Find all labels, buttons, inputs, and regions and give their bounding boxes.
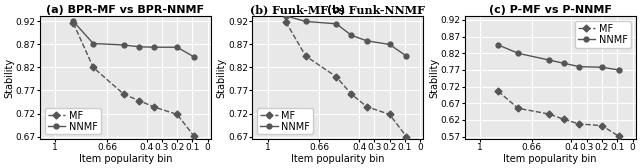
- Line: NNMF: NNMF: [496, 43, 621, 72]
- NNMF: [363, 40, 371, 42]
- Y-axis label: Stability: Stability: [216, 58, 227, 98]
- NNMF: [403, 55, 410, 57]
- MF: [70, 22, 77, 24]
- X-axis label: Item popularity bin: Item popularity bin: [291, 154, 385, 164]
- NNMF: [514, 52, 522, 54]
- NNMF: [90, 43, 97, 45]
- MF: [135, 100, 143, 102]
- MF: [173, 113, 181, 115]
- MF: [494, 90, 502, 92]
- MF: [545, 113, 552, 115]
- NNMF: [332, 23, 340, 25]
- NNMF: [120, 44, 127, 46]
- Legend: MF, NNMF: MF, NNMF: [575, 21, 630, 48]
- NNMF: [545, 59, 552, 61]
- NNMF: [615, 69, 623, 71]
- NNMF: [135, 46, 143, 48]
- NNMF: [282, 15, 290, 17]
- Line: MF: MF: [284, 19, 409, 139]
- MF: [615, 135, 623, 137]
- MF: [302, 55, 310, 57]
- Line: MF: MF: [71, 21, 196, 138]
- NNMF: [302, 20, 310, 23]
- Line: NNMF: NNMF: [284, 13, 409, 58]
- X-axis label: Item popularity bin: Item popularity bin: [79, 154, 172, 164]
- NNMF: [173, 46, 181, 48]
- Title: (c) P-MF vs P-NNMF: (c) P-MF vs P-NNMF: [489, 5, 612, 15]
- Title: (b) Funk-MF vs Funk-NNMF: (b) Funk-MF vs Funk-NNMF: [250, 4, 425, 15]
- X-axis label: Item popularity bin: Item popularity bin: [504, 154, 597, 164]
- NNMF: [190, 56, 198, 58]
- MF: [560, 118, 568, 120]
- Legend: MF, NNMF: MF, NNMF: [45, 108, 101, 134]
- MF: [575, 123, 583, 125]
- MF: [282, 21, 290, 23]
- NNMF: [348, 34, 355, 36]
- NNMF: [560, 62, 568, 64]
- MF: [120, 93, 127, 95]
- MF: [514, 107, 522, 109]
- Title: (a) BPR-MF vs BPR-NNMF: (a) BPR-MF vs BPR-NNMF: [46, 5, 204, 15]
- Y-axis label: Stability: Stability: [4, 58, 14, 98]
- MF: [403, 136, 410, 138]
- MF: [90, 67, 97, 69]
- Text: (b): (b): [326, 5, 349, 15]
- MF: [363, 106, 371, 108]
- Y-axis label: Stability: Stability: [429, 58, 439, 98]
- Line: MF: MF: [496, 89, 621, 139]
- NNMF: [494, 44, 502, 46]
- NNMF: [598, 66, 606, 68]
- NNMF: [386, 44, 394, 46]
- MF: [598, 125, 606, 127]
- NNMF: [70, 20, 77, 23]
- NNMF: [150, 46, 158, 48]
- MF: [348, 93, 355, 95]
- MF: [332, 76, 340, 78]
- Legend: MF, NNMF: MF, NNMF: [257, 108, 313, 134]
- NNMF: [575, 66, 583, 68]
- MF: [386, 113, 394, 115]
- Line: NNMF: NNMF: [71, 19, 196, 59]
- MF: [190, 135, 198, 137]
- MF: [150, 106, 158, 108]
